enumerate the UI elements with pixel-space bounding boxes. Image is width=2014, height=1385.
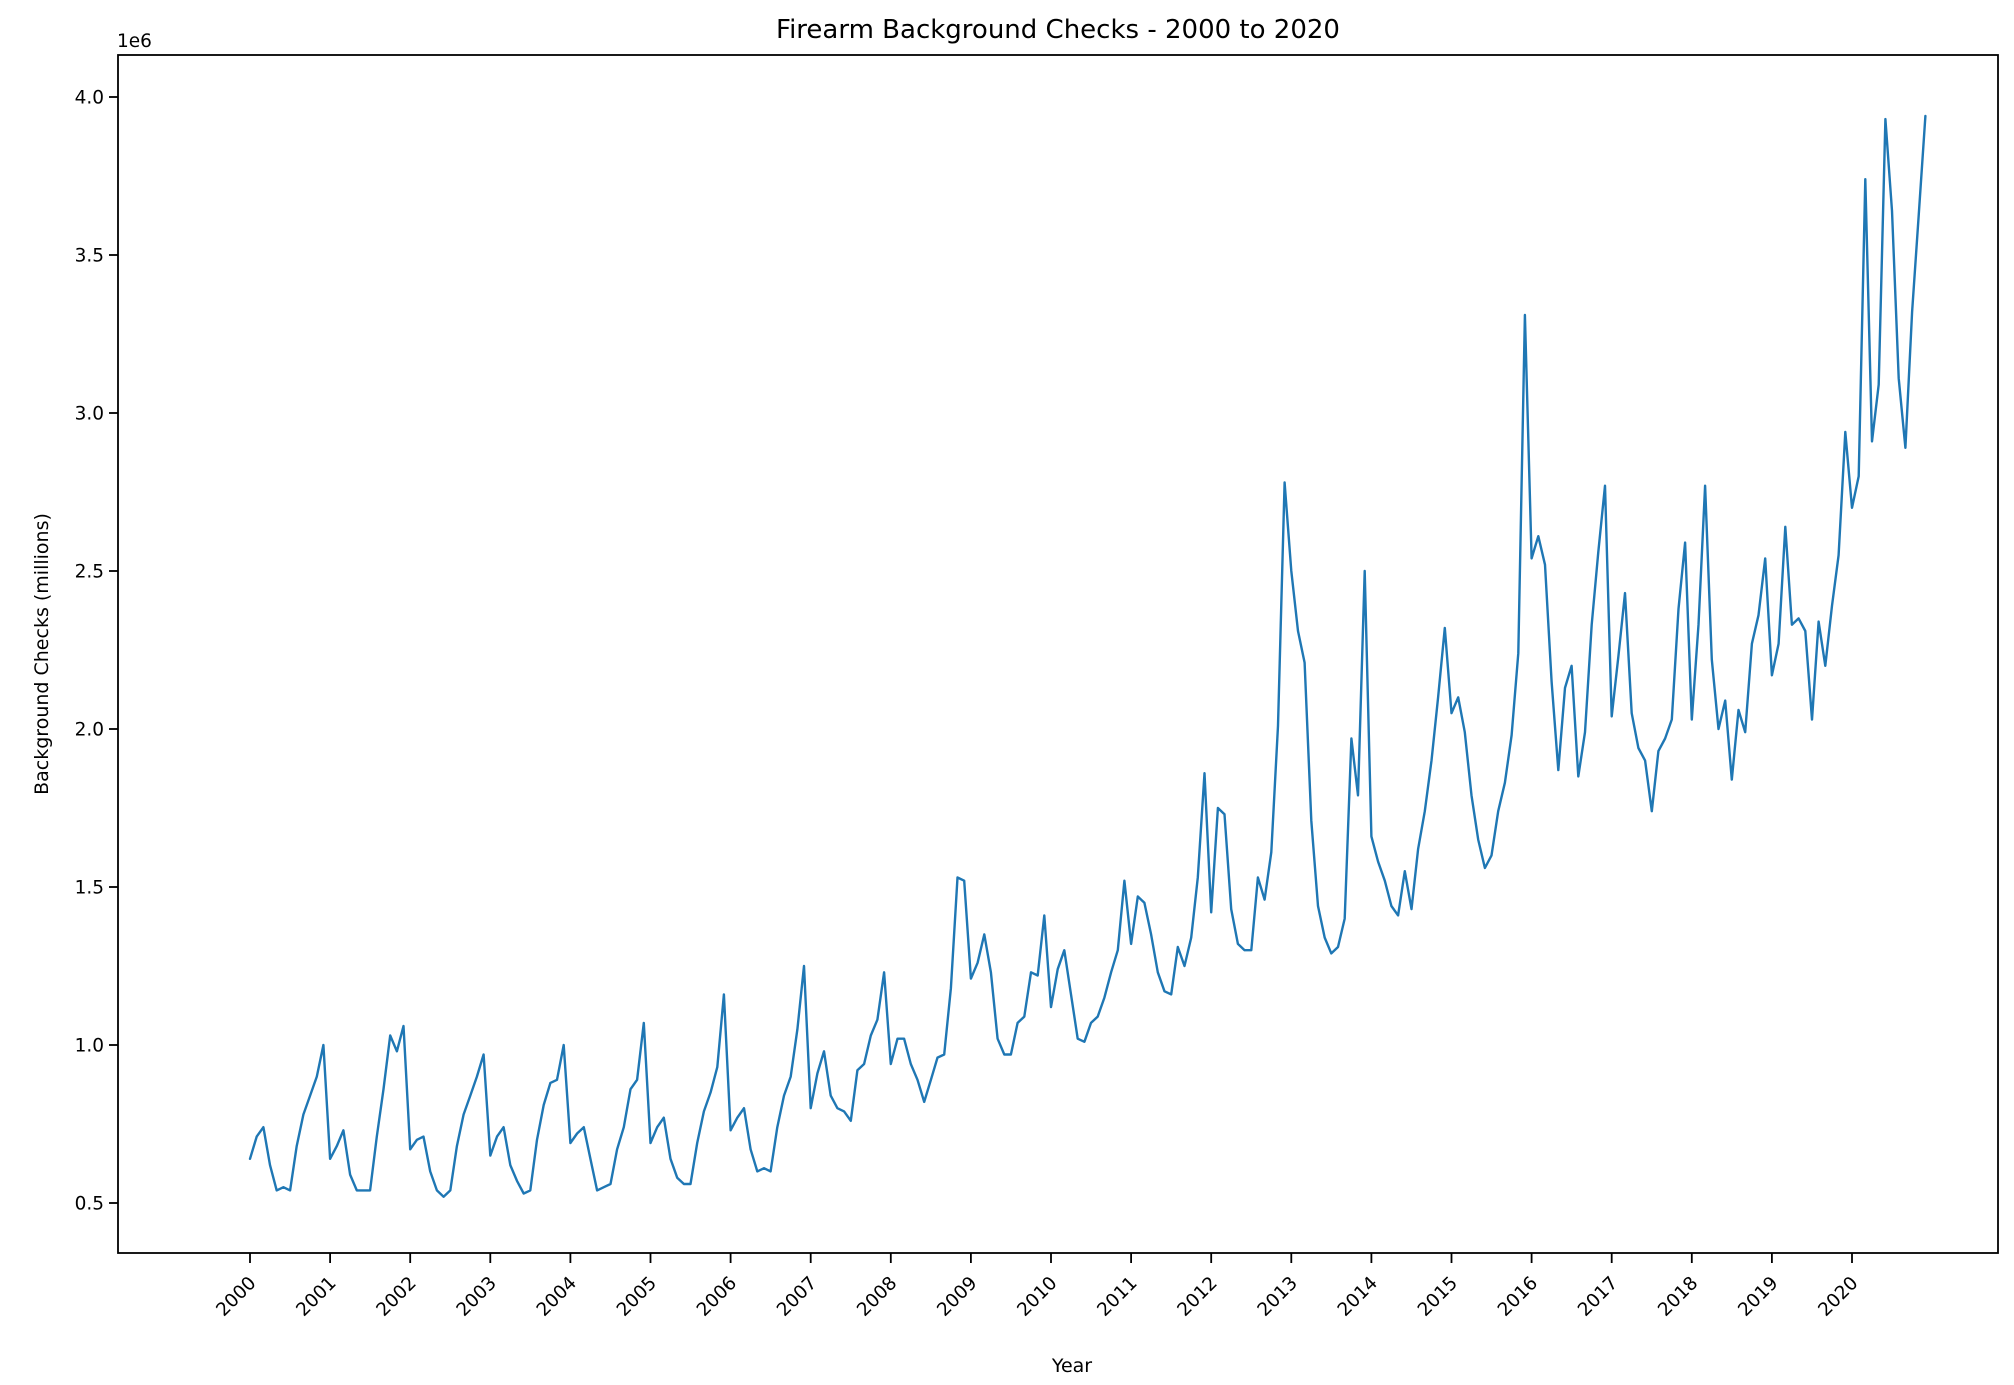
y-axis-title: Background Checks (millions) (31, 513, 53, 795)
x-tick-label: 2001 (292, 1273, 340, 1321)
x-tick-label: 2010 (1013, 1273, 1061, 1321)
x-tick-label: 2016 (1494, 1273, 1542, 1321)
x-tick-label: 2017 (1574, 1273, 1622, 1321)
x-tick-label: 2013 (1254, 1273, 1302, 1321)
x-tick-label: 2004 (533, 1273, 581, 1321)
x-tick-label: 2002 (373, 1273, 421, 1321)
plot-frame (117, 54, 1999, 1254)
y-tick-label: 3.0 (75, 404, 104, 425)
y-tick-label: 2.5 (75, 562, 104, 583)
x-tick-label: 2014 (1334, 1273, 1382, 1321)
y-tick-label: 2.0 (75, 720, 104, 741)
x-tick-label: 2011 (1093, 1273, 1141, 1321)
y-tick-label: 0.5 (75, 1194, 104, 1215)
y-axis-ticks: 0.5 1.0 1.5 2.0 2.5 3.0 3.5 4.0 (75, 88, 118, 1215)
x-tick-label: 2000 (212, 1273, 260, 1321)
y-tick-label: 3.5 (75, 246, 104, 267)
x-tick-label: 2008 (853, 1273, 901, 1321)
series-line-background-checks (248, 114, 1927, 1198)
x-tick-label: 2019 (1734, 1273, 1782, 1321)
x-tick-label: 2015 (1414, 1273, 1462, 1321)
x-tick-label: 2012 (1174, 1273, 1222, 1321)
y-axis-offset-label: 1e6 (117, 31, 152, 52)
x-tick-label: 2007 (773, 1273, 821, 1321)
x-tick-label: 2003 (453, 1273, 501, 1321)
x-tick-label: 2020 (1814, 1273, 1862, 1321)
y-tick-label: 4.0 (75, 88, 104, 109)
y-tick-label: 1.0 (75, 1036, 104, 1057)
y-tick-label: 1.5 (75, 878, 104, 899)
x-axis-title: Year (1051, 1355, 1092, 1377)
x-tick-label: 2018 (1654, 1273, 1702, 1321)
x-tick-label: 2006 (693, 1273, 741, 1321)
x-tick-label: 2005 (613, 1273, 661, 1321)
x-tick-label: 2009 (933, 1273, 981, 1321)
data-series (248, 114, 1927, 1198)
x-axis-ticks: 2000 2001 2002 2003 2004 2005 2006 2007 2008 2009… (212, 1253, 1863, 1321)
chart-title: Firearm Background Checks - 2000 to 2020 (776, 15, 1340, 45)
